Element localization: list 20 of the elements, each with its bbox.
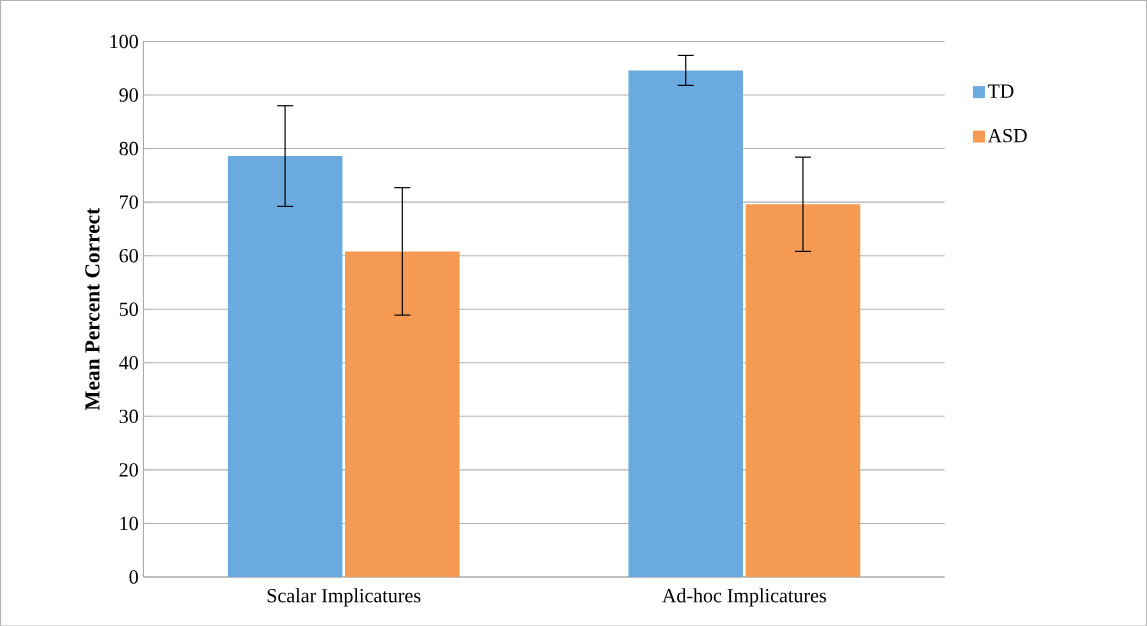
- y-tick-label: 70: [120, 195, 138, 209]
- x-tick-label: Scalar Implicatures: [267, 588, 421, 607]
- y-tick-label: 90: [119, 88, 138, 102]
- bar: [227, 155, 343, 577]
- y-tick-label: 60: [119, 248, 138, 263]
- bar: [745, 204, 861, 577]
- y-tick-label: 50: [119, 302, 138, 316]
- legend-label: ASD: [987, 128, 1027, 143]
- legend-label: TD: [987, 84, 1014, 98]
- bar: [345, 251, 460, 577]
- bar: [628, 70, 744, 577]
- y-tick-label: 10: [120, 516, 138, 530]
- y-tick-label: 20: [119, 462, 138, 477]
- y-tick-label: 0: [129, 570, 138, 584]
- y-tick-label: 80: [119, 141, 138, 156]
- y-tick-label: 100: [110, 34, 138, 48]
- y-tick-label: 40: [119, 355, 138, 370]
- x-tick-label: Ad-hoc Implicatures: [662, 588, 827, 607]
- y-tick-label: 30: [119, 409, 138, 423]
- y-axis-title: Mean Percent Correct: [85, 207, 100, 411]
